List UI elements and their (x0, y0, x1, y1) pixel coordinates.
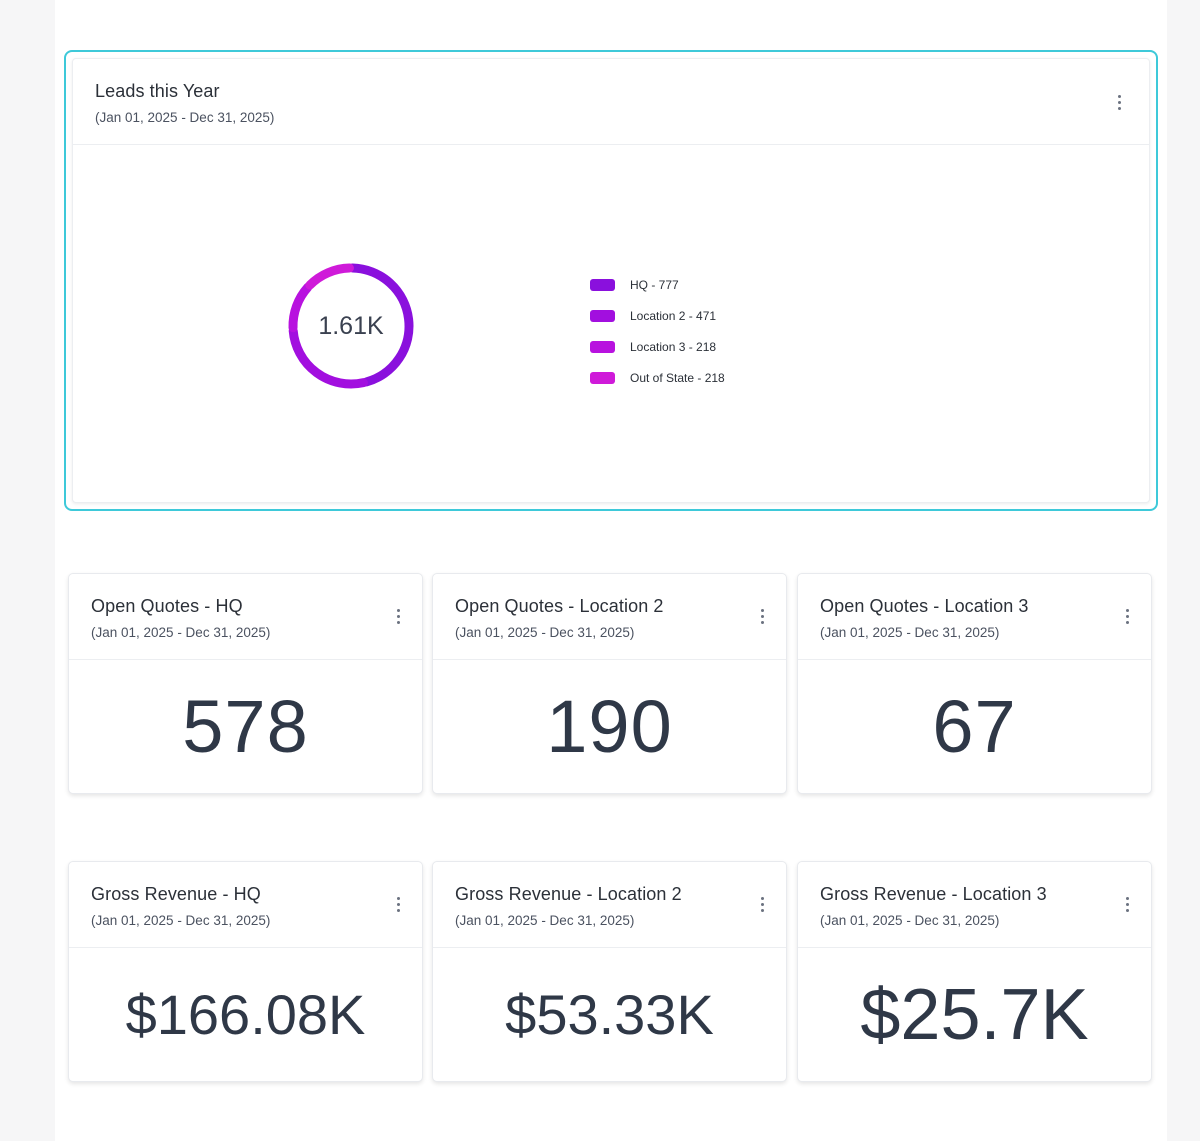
more-vertical-icon[interactable] (1117, 606, 1137, 626)
chart-legend: HQ - 777 Location 2 - 471 Location 3 - 2… (590, 269, 725, 393)
legend-label: Location 3 - 218 (630, 339, 717, 354)
card-date-range: (Jan 01, 2025 - Dec 31, 2025) (95, 110, 275, 125)
card-date-range: (Jan 01, 2025 - Dec 31, 2025) (455, 913, 635, 928)
legend-item[interactable]: Location 2 - 471 (590, 300, 725, 331)
metric-value: 67 (932, 685, 1017, 768)
legend-swatch (590, 371, 615, 384)
open-quotes-location-3-card: Open Quotes - Location 3 (Jan 01, 2025 -… (797, 573, 1152, 794)
metric-value: 190 (546, 685, 673, 768)
legend-swatch (590, 278, 615, 291)
card-header: Gross Revenue - Location 3 (Jan 01, 2025… (798, 862, 1151, 948)
more-vertical-icon[interactable] (388, 606, 408, 626)
card-title: Gross Revenue - Location 3 (820, 884, 1047, 904)
card-header: Open Quotes - Location 3 (Jan 01, 2025 -… (798, 574, 1151, 660)
card-title: Open Quotes - HQ (91, 596, 243, 616)
card-title: Gross Revenue - Location 2 (455, 884, 682, 904)
metric-value: $53.33K (505, 983, 714, 1046)
metric-value: $166.08K (125, 983, 366, 1046)
card-header: Open Quotes - HQ (Jan 01, 2025 - Dec 31,… (69, 574, 422, 660)
card-date-range: (Jan 01, 2025 - Dec 31, 2025) (820, 913, 1000, 928)
metric-value: 578 (182, 685, 309, 768)
open-quotes-location-2-card: Open Quotes - Location 2 (Jan 01, 2025 -… (432, 573, 787, 794)
legend-item[interactable]: Location 3 - 218 (590, 331, 725, 362)
donut-center-total: 1.61K (318, 311, 384, 340)
donut-slice-hq[interactable] (348, 263, 414, 387)
leads-card-selected-outline[interactable]: Leads this Year (Jan 01, 2025 - Dec 31, … (64, 50, 1158, 511)
legend-swatch (590, 309, 615, 322)
donut-slice-out-of-state[interactable] (305, 263, 354, 290)
card-title: Leads this Year (95, 81, 220, 101)
legend-item[interactable]: HQ - 777 (590, 269, 725, 300)
leads-donut-chart: 1.61K (286, 261, 416, 391)
card-header: Gross Revenue - HQ (Jan 01, 2025 - Dec 3… (69, 862, 422, 948)
card-date-range: (Jan 01, 2025 - Dec 31, 2025) (820, 625, 1000, 640)
card-header: Gross Revenue - Location 2 (Jan 01, 2025… (433, 862, 786, 948)
metric-value: $25.7K (860, 974, 1089, 1055)
donut-svg (288, 263, 414, 389)
legend-label: HQ - 777 (630, 277, 679, 292)
card-title: Open Quotes - Location 2 (455, 596, 664, 616)
card-date-range: (Jan 01, 2025 - Dec 31, 2025) (91, 625, 271, 640)
donut-slice-location-3[interactable] (288, 282, 313, 333)
card-date-range: (Jan 01, 2025 - Dec 31, 2025) (91, 913, 271, 928)
card-title: Gross Revenue - HQ (91, 884, 261, 904)
legend-label: Out of State - 218 (630, 370, 725, 385)
more-vertical-icon[interactable] (1117, 894, 1137, 914)
card-header: Leads this Year (Jan 01, 2025 - Dec 31, … (73, 59, 1149, 145)
gross-revenue-location-2-card: Gross Revenue - Location 2 (Jan 01, 2025… (432, 861, 787, 1082)
open-quotes-hq-card: Open Quotes - HQ (Jan 01, 2025 - Dec 31,… (68, 573, 423, 794)
legend-swatch (590, 340, 615, 353)
gross-revenue-location-3-card: Gross Revenue - Location 3 (Jan 01, 2025… (797, 861, 1152, 1082)
gross-revenue-hq-card: Gross Revenue - HQ (Jan 01, 2025 - Dec 3… (68, 861, 423, 1082)
card-date-range: (Jan 01, 2025 - Dec 31, 2025) (455, 625, 635, 640)
legend-label: Location 2 - 471 (630, 308, 717, 323)
more-vertical-icon[interactable] (388, 894, 408, 914)
more-vertical-icon[interactable] (752, 894, 772, 914)
donut-slice-location-2[interactable] (288, 326, 368, 389)
card-header: Open Quotes - Location 2 (Jan 01, 2025 -… (433, 574, 786, 660)
legend-item[interactable]: Out of State - 218 (590, 362, 725, 393)
more-vertical-icon[interactable] (752, 606, 772, 626)
card-title: Open Quotes - Location 3 (820, 596, 1029, 616)
leads-this-year-card: Leads this Year (Jan 01, 2025 - Dec 31, … (72, 58, 1150, 503)
more-vertical-icon[interactable] (1109, 92, 1129, 112)
